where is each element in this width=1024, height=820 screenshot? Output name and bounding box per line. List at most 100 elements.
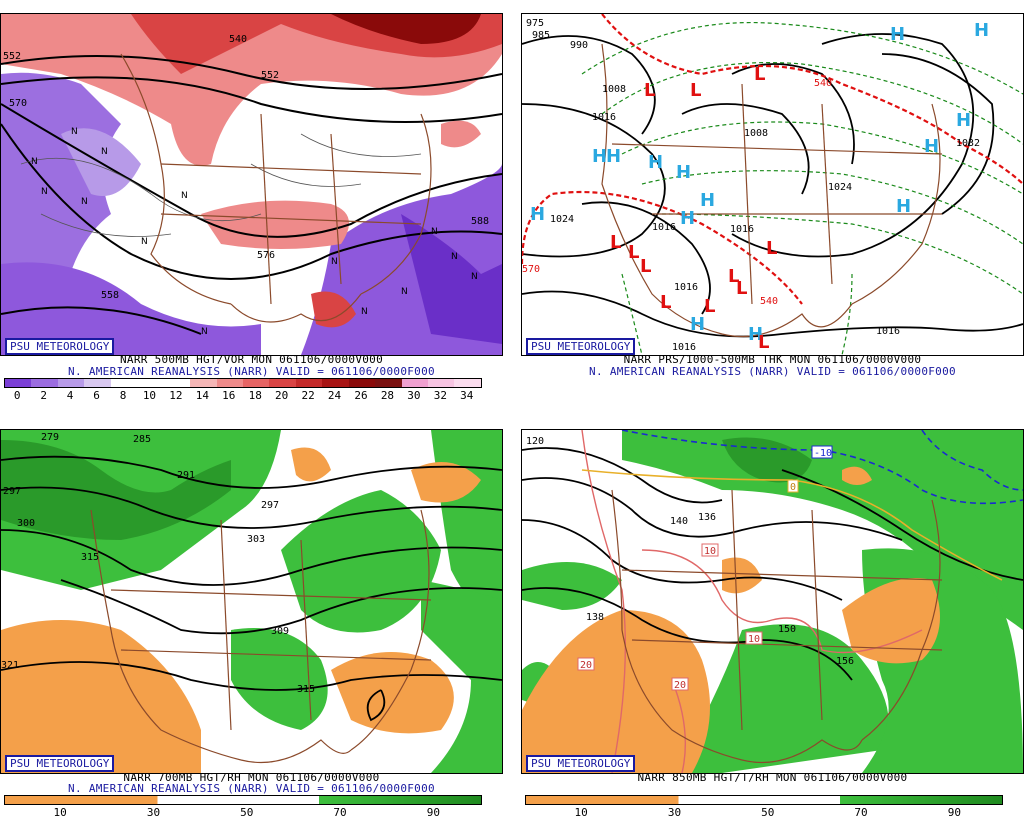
isotherm-label: 20 bbox=[674, 680, 686, 691]
rh-colorbar bbox=[4, 795, 482, 805]
dry-region bbox=[331, 652, 454, 734]
high-pressure-marker: H bbox=[974, 20, 989, 41]
colorbar-label: 30 bbox=[146, 806, 161, 819]
colorbar-label: 32 bbox=[433, 389, 447, 402]
colorbar-label: 12 bbox=[169, 389, 183, 402]
high-pressure-marker: H bbox=[924, 136, 939, 157]
moist-region bbox=[722, 437, 812, 483]
colorbar-swatch bbox=[348, 379, 376, 387]
colorbar-label: 10 bbox=[142, 389, 157, 402]
low-pressure-marker: L bbox=[758, 332, 769, 353]
thickness-label: 540 bbox=[760, 296, 778, 307]
colorbar-swatch bbox=[295, 379, 323, 387]
isobar-label: 1016 bbox=[672, 342, 696, 353]
vorticity-min-symbol: N bbox=[361, 307, 368, 317]
colorbar-swatch bbox=[454, 379, 481, 387]
vorticity-map: 540 552 570 552 576 558 588 N N N N N N … bbox=[0, 13, 503, 356]
thickness-label: 540 bbox=[814, 78, 832, 89]
isobar-label: 985 bbox=[532, 30, 550, 41]
contour-label: 297 bbox=[261, 500, 279, 511]
map-subcaption: N. AMERICAN REANALYSIS (NARR) VALID = 06… bbox=[68, 782, 435, 795]
contour-label: 138 bbox=[586, 612, 604, 623]
colorbar-label: 70 bbox=[854, 806, 868, 819]
vorticity-min-symbol: N bbox=[71, 127, 78, 137]
vorticity-min-symbol: N bbox=[101, 147, 108, 157]
rh-colorbar-labels: 10 30 50 70 90 bbox=[4, 806, 480, 820]
contour-label: 309 bbox=[271, 626, 289, 637]
isobar-label: 990 bbox=[570, 40, 588, 51]
high-pressure-marker: H bbox=[896, 196, 911, 217]
dry-region bbox=[842, 466, 872, 485]
high-pressure-marker: H bbox=[890, 24, 905, 45]
isotherm-label: 20 bbox=[580, 660, 592, 671]
rh-colorbar bbox=[525, 795, 1003, 805]
brand-label: PSU METEOROLOGY bbox=[526, 755, 636, 772]
colorbar-swatch bbox=[322, 379, 349, 387]
colorbar-label: 90 bbox=[426, 806, 440, 819]
low-pressure-marker: L bbox=[766, 238, 777, 259]
low-pressure-marker: L bbox=[628, 242, 639, 263]
vorticity-min-symbol: N bbox=[431, 227, 438, 237]
vorticity-colorbar bbox=[4, 378, 482, 388]
contour-label: 552 bbox=[3, 51, 21, 62]
isobar-label: 1032 bbox=[956, 138, 980, 149]
rh700-map: 279 285 297 291 300 315 297 303 309 315 … bbox=[0, 429, 503, 774]
contour-label: 540 bbox=[229, 34, 247, 45]
moist-region bbox=[1, 440, 231, 540]
isobar-label: 1016 bbox=[730, 224, 754, 235]
high-pressure-marker: H bbox=[690, 314, 705, 335]
colorbar-swatch bbox=[216, 379, 243, 387]
low-pressure-marker: L bbox=[690, 80, 701, 101]
contour-label: 552 bbox=[261, 70, 279, 81]
vorticity-positive-region bbox=[331, 14, 481, 44]
colorbar-label: 2 bbox=[40, 389, 47, 402]
dry-region bbox=[842, 578, 940, 664]
low-pressure-marker: L bbox=[736, 278, 747, 299]
dry-region bbox=[411, 462, 481, 503]
map-caption: NARR 700MB HGT/RH MON 061106/0000V000 bbox=[123, 771, 380, 784]
map-caption: NARR 500MB HGT/VOR MON 061106/0000V000 bbox=[119, 353, 384, 366]
contour-label: 315 bbox=[81, 552, 99, 563]
colorbar-label: 28 bbox=[380, 389, 395, 402]
map-caption: NARR PRS/1000-500MB THK MON 061106/0000V… bbox=[623, 353, 922, 366]
map-caption: NARR 850MB HGT/T/RH MON 061106/0000V000 bbox=[637, 771, 908, 784]
high-pressure-marker: H bbox=[700, 190, 715, 211]
colorbar-label: 22 bbox=[301, 389, 315, 402]
dry-region bbox=[522, 610, 710, 773]
contour-label: 285 bbox=[133, 434, 151, 445]
vorticity-min-symbol: N bbox=[471, 272, 478, 282]
map-subcaption: N. AMERICAN REANALYSIS (NARR) VALID = 06… bbox=[589, 365, 956, 378]
vorticity-min-symbol: N bbox=[401, 287, 408, 297]
colorbar-label: 20 bbox=[275, 389, 289, 402]
vorticity-min-symbol: N bbox=[141, 237, 148, 247]
isobar-label: 1016 bbox=[652, 222, 676, 233]
vorticity-min-symbol: N bbox=[31, 157, 38, 167]
moist-region bbox=[231, 628, 328, 730]
contour-label: 576 bbox=[257, 250, 275, 261]
colorbar-swatch bbox=[137, 379, 164, 387]
isotherm-label: 10 bbox=[704, 546, 716, 557]
high-pressure-marker: H bbox=[680, 208, 695, 229]
colorbar-label: 4 bbox=[66, 389, 74, 402]
isobar-label: 1016 bbox=[592, 112, 616, 123]
colorbar-label: 18 bbox=[248, 389, 262, 402]
contour-label: 297 bbox=[3, 486, 21, 497]
rh-colorbar-labels: 10 30 50 70 90 bbox=[525, 806, 1001, 820]
vorticity-min-symbol: N bbox=[201, 327, 208, 337]
panel-pressure-thickness: 975 985 990 1016 1016 1008 1024 1024 101… bbox=[521, 0, 1024, 405]
contour-label: 279 bbox=[41, 432, 59, 443]
high-pressure-marker: H bbox=[748, 324, 763, 345]
dry-region bbox=[722, 557, 762, 594]
contour-label: 156 bbox=[836, 656, 854, 667]
t850-map: 120 136 140 150 156 138 10 10 20 20 -10 … bbox=[521, 429, 1024, 774]
moist-region bbox=[522, 562, 622, 610]
contour-label: 291 bbox=[177, 470, 195, 481]
brand-label: PSU METEOROLOGY bbox=[5, 338, 115, 355]
colorbar-label: 30 bbox=[407, 389, 421, 402]
colorbar-label: 6 bbox=[93, 389, 100, 402]
isobar-label: 1016 bbox=[674, 282, 698, 293]
isotherm-label: 0 bbox=[790, 482, 796, 493]
colorbar-swatch bbox=[190, 379, 217, 387]
vorticity-positive-region bbox=[311, 291, 356, 328]
isobar-label: 1024 bbox=[828, 182, 852, 193]
